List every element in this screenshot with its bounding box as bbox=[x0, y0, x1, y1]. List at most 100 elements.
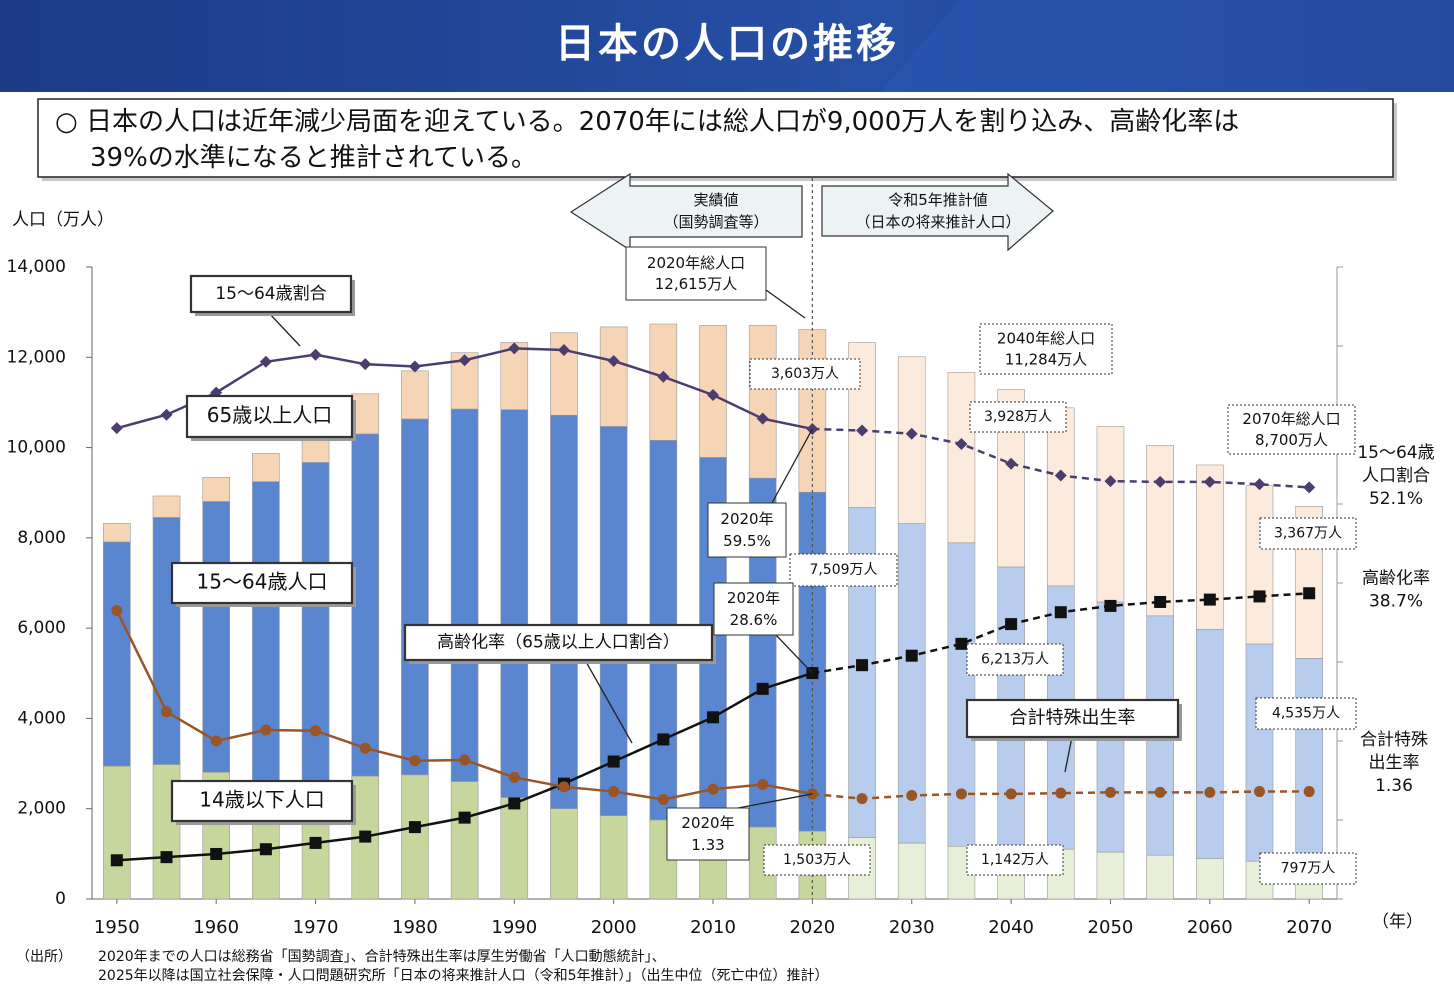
marker bbox=[607, 755, 620, 768]
x-tick-label: 2040 bbox=[988, 917, 1034, 938]
marker bbox=[1055, 787, 1067, 799]
marker bbox=[409, 755, 421, 767]
legend-label: 15～64歳人口 bbox=[197, 570, 328, 594]
legend-box bbox=[185, 394, 354, 439]
marker bbox=[1005, 618, 1018, 631]
marker bbox=[756, 682, 769, 695]
subtitle: ○ 日本の人口は近年減少局面を迎えている。2070年には総人口が9,000万人を… bbox=[55, 107, 1239, 173]
bar bbox=[500, 409, 529, 798]
arrow-label: 実績値（国勢調査等） bbox=[663, 191, 768, 231]
header-accent bbox=[880, 0, 1454, 92]
bar bbox=[1146, 445, 1174, 617]
x-tick-label: 1960 bbox=[193, 917, 239, 938]
marker bbox=[1054, 606, 1067, 619]
marker bbox=[856, 424, 869, 437]
bar bbox=[599, 326, 628, 427]
marker bbox=[359, 830, 372, 843]
marker bbox=[1054, 469, 1067, 482]
marker bbox=[657, 370, 670, 383]
marker bbox=[955, 637, 968, 650]
value-label-box bbox=[1259, 517, 1357, 550]
marker bbox=[1154, 786, 1166, 798]
value-label: 2020年 59.5% bbox=[720, 510, 773, 550]
legend-label: 合計特殊出生率 bbox=[1010, 708, 1136, 729]
marker bbox=[1203, 593, 1216, 606]
marker bbox=[1005, 788, 1017, 800]
value-label-box bbox=[966, 643, 1064, 676]
marker bbox=[359, 358, 372, 371]
marker bbox=[608, 786, 620, 798]
x-tick-label: 1970 bbox=[293, 917, 339, 938]
marker bbox=[110, 854, 123, 867]
marker bbox=[259, 843, 272, 856]
marker bbox=[408, 360, 421, 373]
chart-title: 日本の人口の推移 bbox=[555, 21, 899, 67]
bar bbox=[798, 329, 827, 493]
value-label: 3,928万人 bbox=[984, 409, 1052, 425]
marker bbox=[856, 659, 869, 672]
bar bbox=[1096, 851, 1125, 900]
annotation: 2020年総人口 12,615万人 bbox=[647, 254, 745, 293]
annotation: 2070年総人口 8,700万人 bbox=[1242, 410, 1340, 449]
marker bbox=[309, 348, 322, 361]
marker bbox=[558, 781, 570, 793]
marker bbox=[1104, 475, 1117, 488]
marker bbox=[557, 343, 570, 356]
x-tick-label: 2030 bbox=[889, 917, 935, 938]
bar bbox=[401, 774, 429, 900]
bar bbox=[450, 781, 479, 900]
marker bbox=[1253, 590, 1266, 603]
value-label-box bbox=[789, 553, 898, 587]
end-label: 高齢化率 38.7% bbox=[1362, 569, 1430, 612]
y-tick-label: 0 bbox=[55, 889, 66, 909]
leader-line bbox=[584, 659, 633, 744]
value-label: 3,367万人 bbox=[1274, 526, 1342, 542]
marker bbox=[458, 811, 471, 824]
value-label-box bbox=[1255, 697, 1357, 730]
x-tick-label: 2020 bbox=[789, 917, 835, 938]
bar bbox=[748, 324, 777, 479]
bar bbox=[897, 356, 926, 524]
bar bbox=[1096, 426, 1125, 603]
bar bbox=[351, 433, 380, 777]
value-label-box bbox=[666, 807, 750, 861]
marker bbox=[309, 836, 322, 849]
marker bbox=[905, 649, 918, 662]
value-label-box bbox=[969, 401, 1067, 433]
bar bbox=[202, 501, 231, 773]
marker bbox=[260, 724, 272, 736]
bar bbox=[1196, 464, 1224, 630]
marker bbox=[1005, 457, 1018, 470]
bar bbox=[202, 476, 231, 502]
annotation: 2040年総人口 11,284万人 bbox=[997, 329, 1095, 368]
value-label: 1,142万人 bbox=[981, 852, 1049, 868]
bar bbox=[1046, 407, 1075, 587]
marker bbox=[210, 847, 223, 860]
value-label-box bbox=[707, 502, 787, 558]
marker bbox=[210, 735, 222, 747]
marker bbox=[1154, 475, 1167, 488]
leader-line bbox=[771, 428, 813, 504]
marker bbox=[707, 388, 720, 401]
marker bbox=[1303, 587, 1316, 600]
marker bbox=[408, 821, 421, 834]
legend-box bbox=[170, 561, 354, 605]
marker bbox=[955, 788, 967, 800]
bar bbox=[103, 523, 131, 543]
marker bbox=[1303, 786, 1315, 798]
annotation-box bbox=[625, 246, 767, 301]
marker bbox=[1104, 599, 1117, 612]
marker bbox=[1253, 478, 1266, 491]
bar bbox=[252, 481, 280, 785]
bar bbox=[500, 797, 529, 900]
source-label: （出所） bbox=[16, 949, 72, 965]
marker bbox=[1204, 786, 1216, 798]
bar bbox=[1295, 657, 1323, 864]
end-label: 合計特殊出生率 1.36 bbox=[1360, 730, 1428, 796]
annotation-box bbox=[1227, 404, 1356, 455]
x-tick-label: 2070 bbox=[1286, 917, 1332, 938]
annotation-box bbox=[979, 323, 1113, 375]
marker bbox=[459, 754, 471, 766]
legend-label: 15～64歳割合 bbox=[215, 284, 326, 304]
marker bbox=[856, 793, 868, 805]
